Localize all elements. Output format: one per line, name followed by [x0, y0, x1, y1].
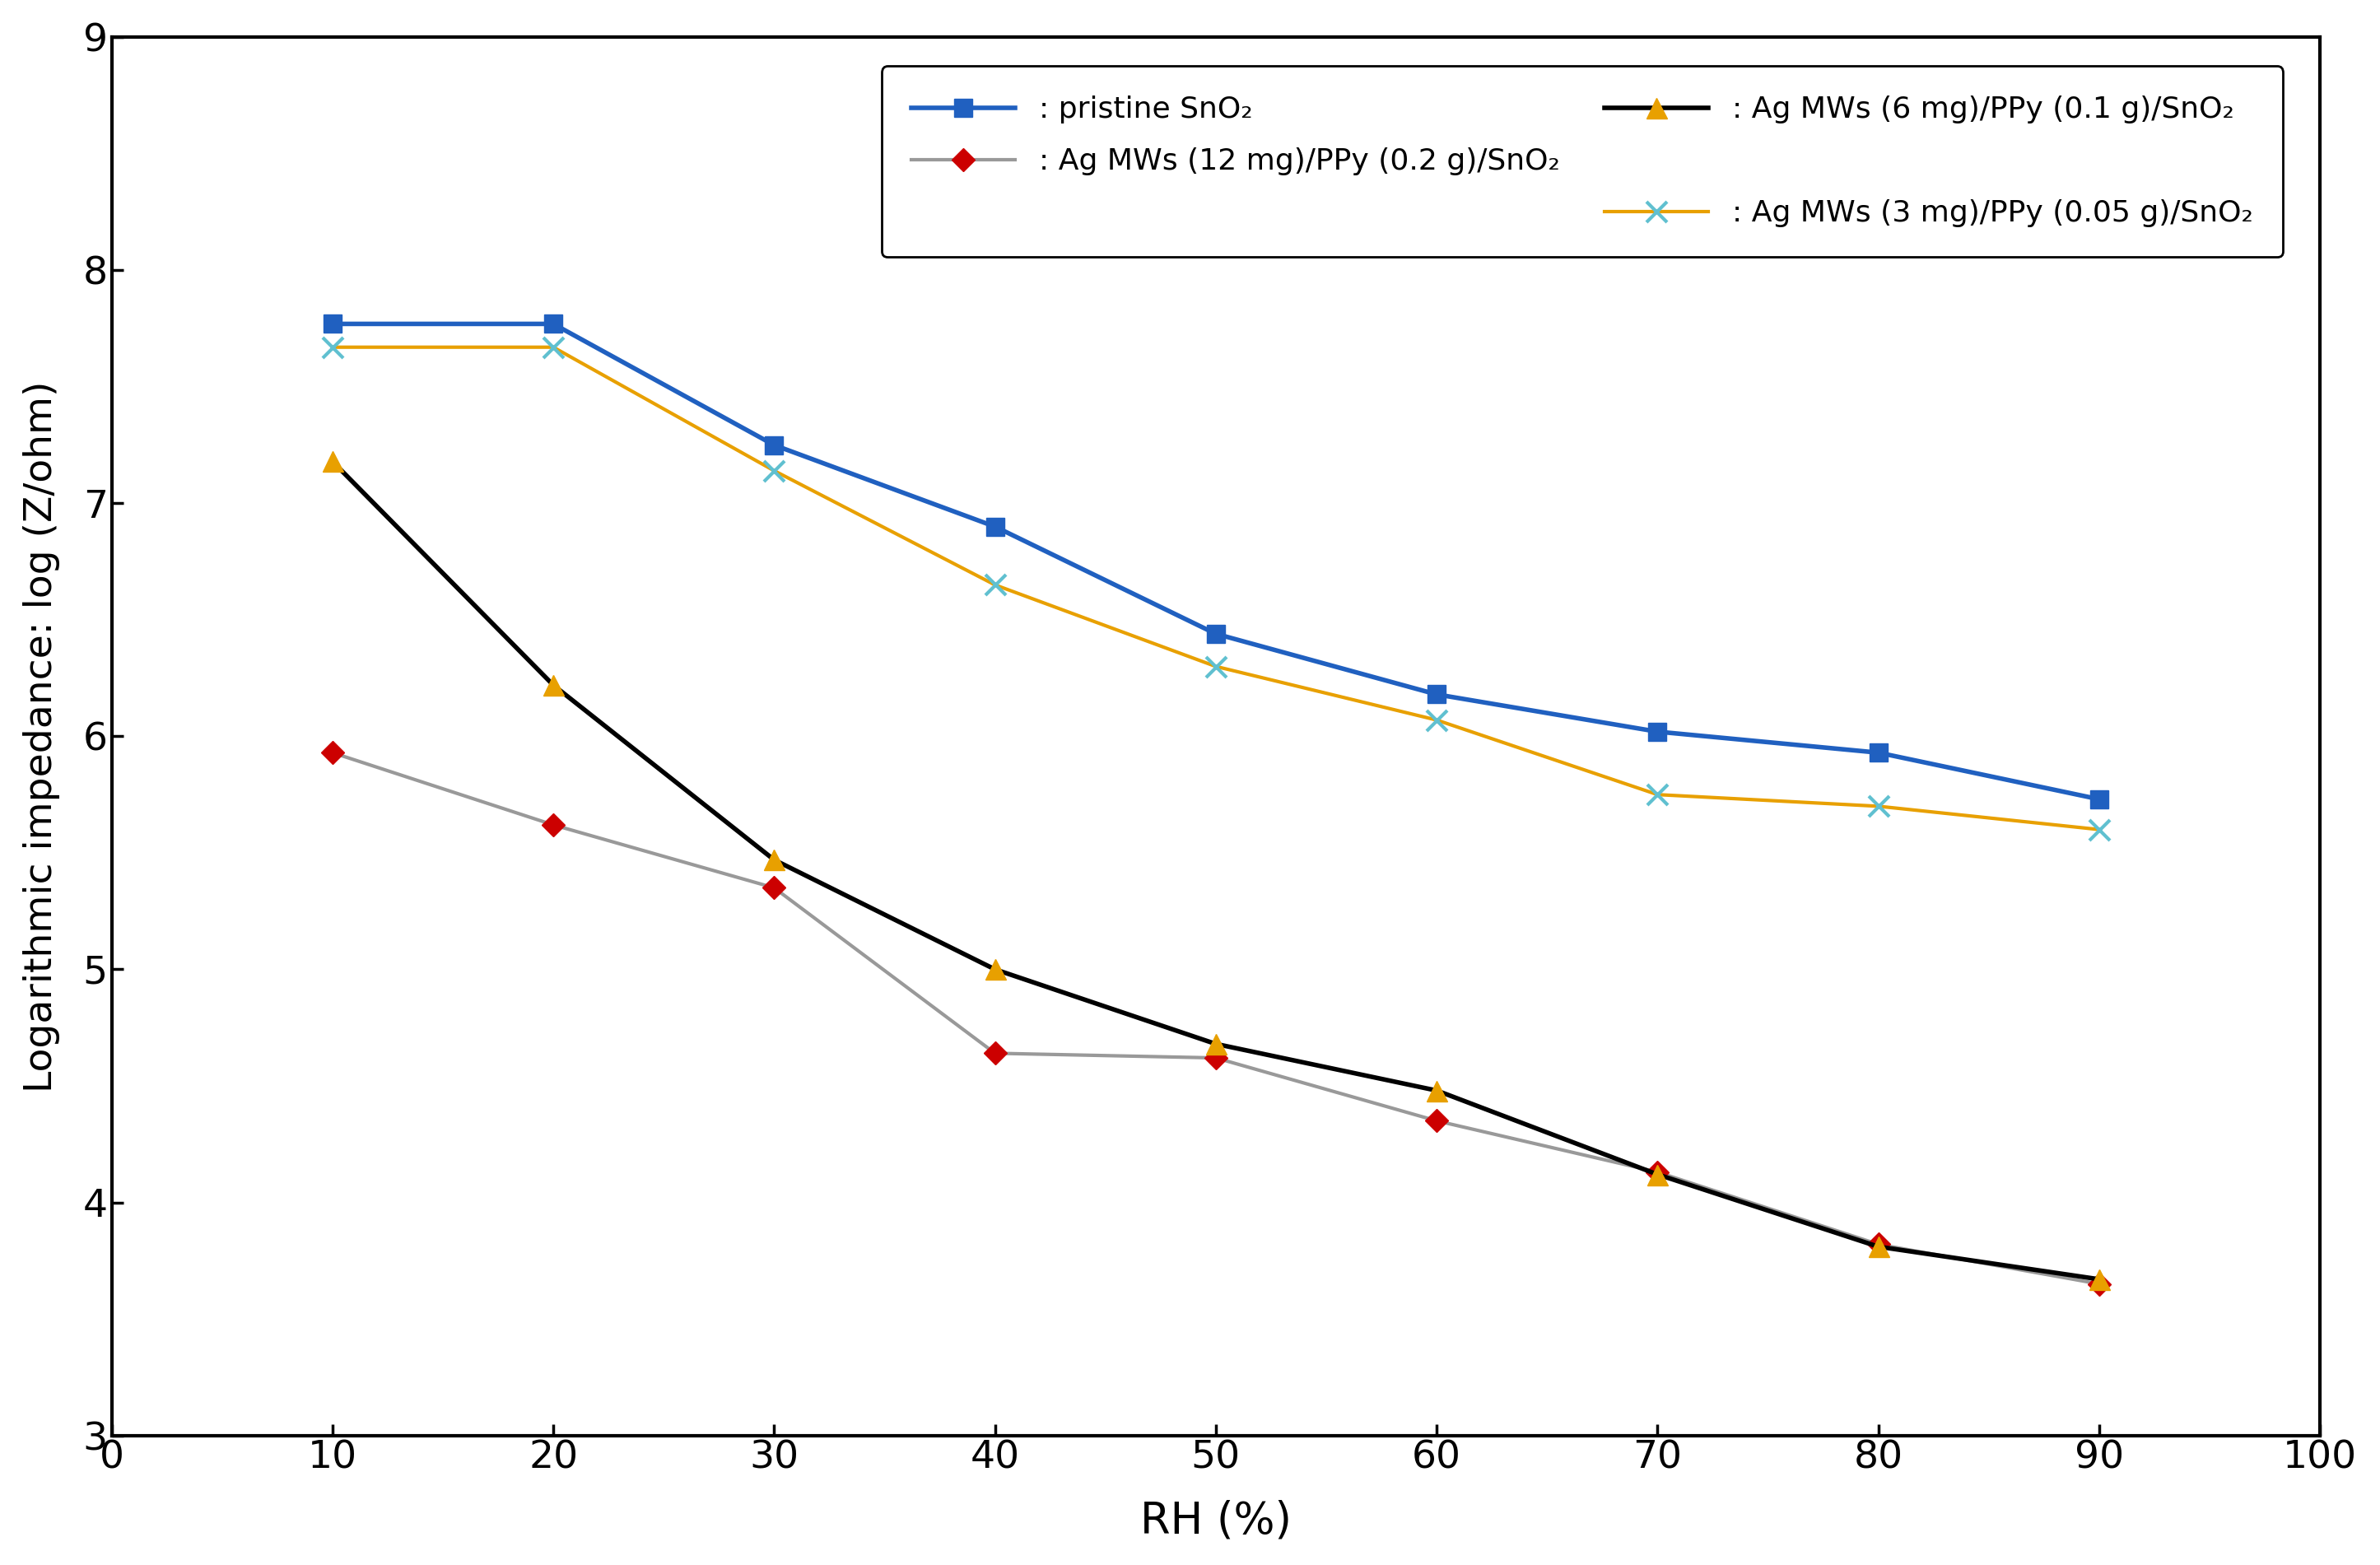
Legend: : pristine SnO₂, : Ag MWs (12 mg)/PPy (0.2 g)/SnO₂, , : Ag MWs (6 mg)/PPy (0.1 g: : pristine SnO₂, : Ag MWs (12 mg)/PPy (0…: [881, 66, 2282, 257]
Y-axis label: Logarithmic impedance: log (Z/ohm): Logarithmic impedance: log (Z/ohm): [24, 380, 60, 1092]
X-axis label: RH (%): RH (%): [1140, 1499, 1292, 1542]
